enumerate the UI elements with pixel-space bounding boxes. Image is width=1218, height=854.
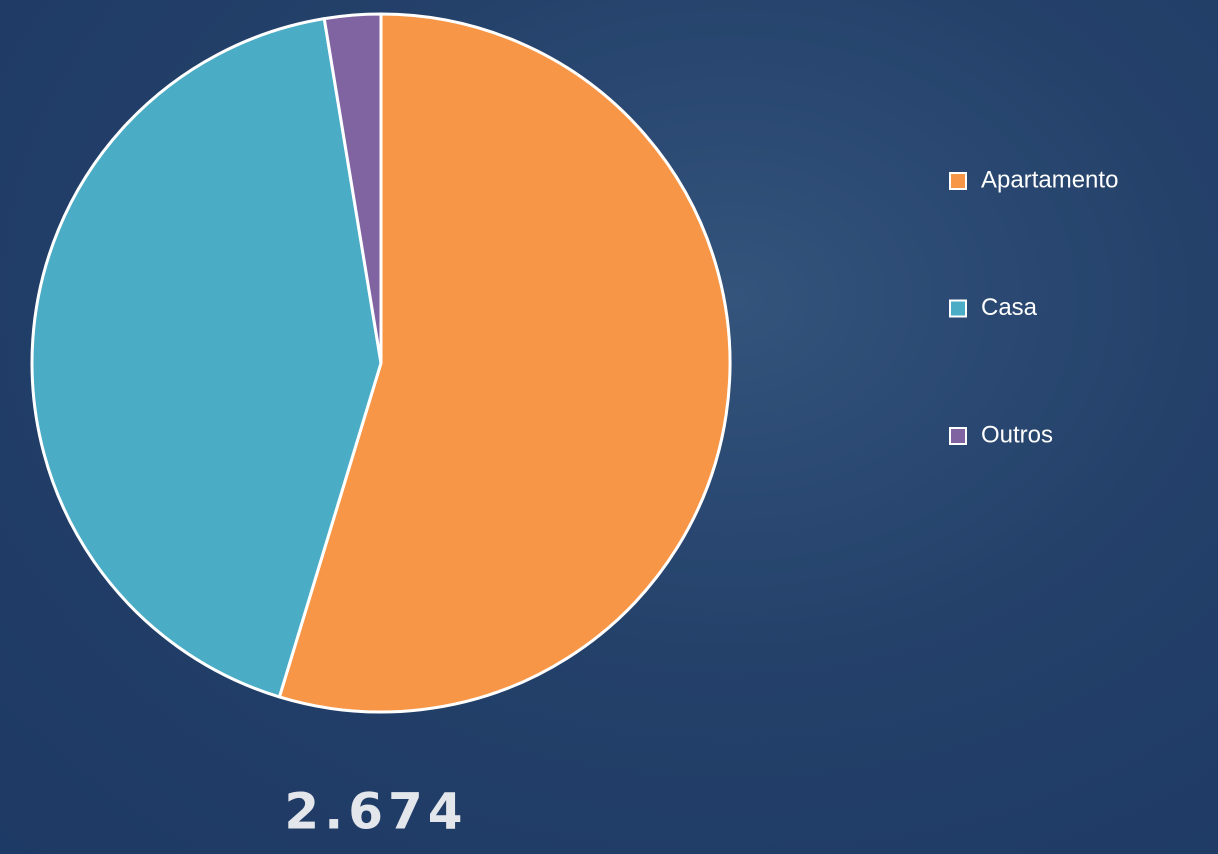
total-label: 2.674 xyxy=(284,783,467,841)
legend-swatch xyxy=(950,301,966,317)
pie xyxy=(32,14,730,712)
legend-swatch xyxy=(950,428,966,444)
chart: Apartamento Casa Outros 2.674 xyxy=(0,0,1218,854)
legend-swatch xyxy=(950,173,966,189)
legend-label: Outros xyxy=(981,421,1053,448)
legend-label: Apartamento xyxy=(981,166,1118,193)
legend-label: Casa xyxy=(981,294,1038,321)
